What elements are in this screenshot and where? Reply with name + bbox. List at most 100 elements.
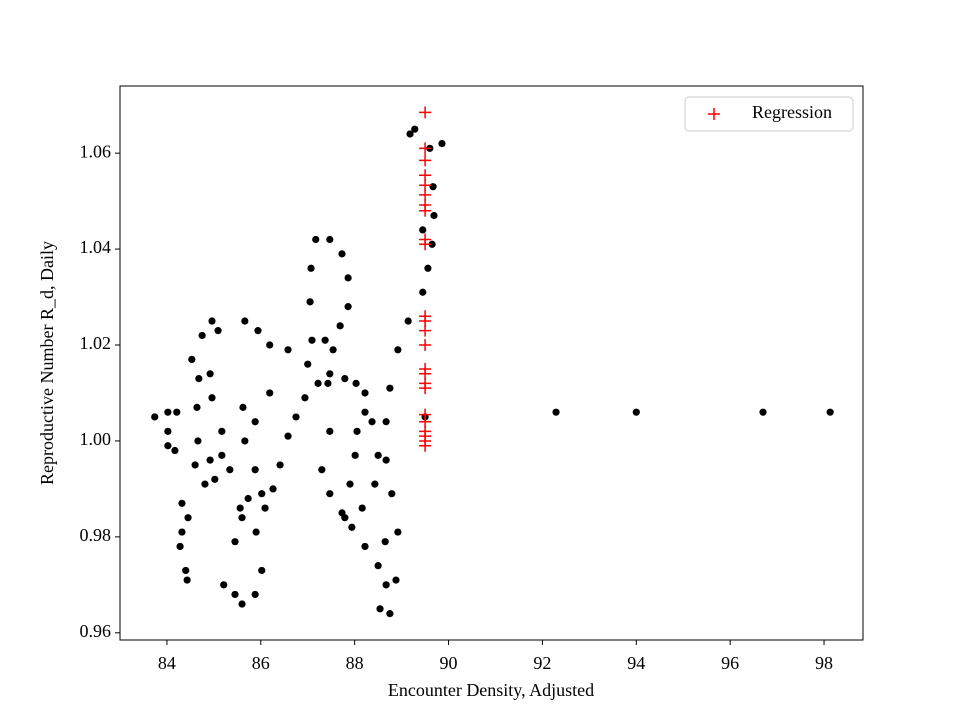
dot-marker	[312, 235, 320, 244]
y-tick-label: 1.00	[80, 429, 112, 449]
dot-marker	[266, 389, 274, 397]
dot-marker	[301, 394, 309, 402]
plus-marker	[419, 154, 432, 167]
dot-marker	[164, 408, 172, 416]
dot-marker	[191, 461, 199, 469]
dot-marker	[361, 389, 369, 397]
dot-marker	[318, 466, 326, 474]
dot-marker	[336, 322, 344, 330]
dot-marker	[424, 264, 432, 272]
dot-marker	[361, 408, 369, 416]
dot-marker	[218, 427, 226, 435]
dot-marker	[244, 494, 252, 503]
dot-marker	[307, 264, 315, 272]
dot-marker	[361, 542, 369, 551]
dot-marker	[386, 610, 394, 618]
dot-marker	[326, 370, 334, 378]
dot-marker	[324, 379, 332, 387]
dot-marker	[632, 408, 640, 416]
dot-marker	[338, 250, 346, 258]
dot-marker	[176, 542, 184, 551]
dot-marker	[381, 538, 389, 546]
dot-marker	[241, 317, 249, 325]
legend-box	[684, 96, 854, 132]
dot-marker	[254, 327, 262, 335]
plus-marker	[419, 169, 432, 182]
dot-marker	[184, 514, 192, 522]
dot-marker	[759, 408, 767, 416]
dot-marker	[239, 403, 247, 411]
dot-marker	[231, 590, 239, 599]
dot-marker	[292, 413, 300, 421]
dot-marker	[382, 581, 390, 589]
plus-marker	[419, 106, 432, 119]
dot-marker	[218, 451, 226, 459]
plus-marker	[419, 439, 432, 452]
x-axis-label: Encounter Density, Adjusted	[388, 680, 594, 700]
dot-marker	[194, 437, 202, 445]
dot-marker	[428, 240, 436, 248]
x-tick-label: 98	[815, 653, 833, 673]
dot-marker	[251, 418, 259, 426]
dot-marker	[353, 427, 361, 435]
dot-marker	[430, 211, 438, 220]
x-tick-label: 92	[533, 653, 551, 673]
dot-marker	[238, 514, 246, 522]
dot-marker	[258, 490, 266, 498]
dot-marker	[178, 528, 186, 536]
dot-marker	[193, 403, 201, 411]
dot-marker	[178, 499, 186, 507]
dot-marker	[429, 183, 437, 191]
dot-marker	[376, 605, 384, 613]
dot-marker	[226, 466, 234, 474]
dot-marker	[220, 581, 228, 589]
dot-marker	[326, 490, 334, 498]
dot-marker	[348, 523, 356, 531]
dot-marker	[251, 466, 259, 474]
x-tick-label: 88	[346, 653, 364, 673]
dot-marker	[306, 298, 314, 306]
dot-marker	[208, 317, 216, 325]
dot-marker	[276, 461, 284, 469]
dot-marker	[211, 475, 219, 483]
dot-marker	[341, 514, 349, 522]
dot-marker	[321, 336, 329, 344]
y-tick-label: 0.96	[80, 621, 112, 641]
dot-marker	[206, 456, 214, 464]
plot-frame	[119, 85, 864, 641]
plus-marker	[708, 108, 720, 120]
dot-marker	[368, 418, 376, 426]
dot-marker	[182, 566, 190, 575]
dot-marker	[346, 480, 354, 488]
dot-marker	[258, 566, 266, 575]
dot-marker	[173, 408, 181, 416]
dot-marker	[329, 346, 337, 354]
dot-marker	[171, 446, 179, 455]
dot-marker	[371, 480, 379, 488]
dot-marker	[394, 528, 402, 536]
dot-marker	[419, 288, 427, 296]
dot-marker	[552, 408, 560, 416]
plus-marker	[419, 382, 432, 395]
y-tick-label: 1.02	[80, 333, 112, 353]
x-tick-label: 96	[721, 653, 739, 673]
dot-marker	[269, 485, 277, 493]
dot-marker	[326, 235, 334, 244]
x-tick-label: 94	[627, 653, 645, 673]
dot-marker	[188, 355, 196, 364]
x-tick-label: 90	[440, 653, 458, 673]
dot-marker	[344, 303, 352, 311]
plus-marker	[419, 142, 432, 155]
x-tick-label: 84	[158, 653, 176, 673]
dot-marker	[151, 413, 159, 421]
dot-marker	[241, 437, 249, 445]
dot-marker	[231, 538, 239, 546]
dot-marker	[236, 504, 244, 512]
plus-marker	[419, 339, 432, 352]
dot-marker	[206, 370, 214, 378]
plus-marker	[419, 204, 432, 217]
dot-marker	[198, 331, 206, 340]
dot-marker	[826, 408, 834, 416]
dot-marker	[344, 274, 352, 282]
